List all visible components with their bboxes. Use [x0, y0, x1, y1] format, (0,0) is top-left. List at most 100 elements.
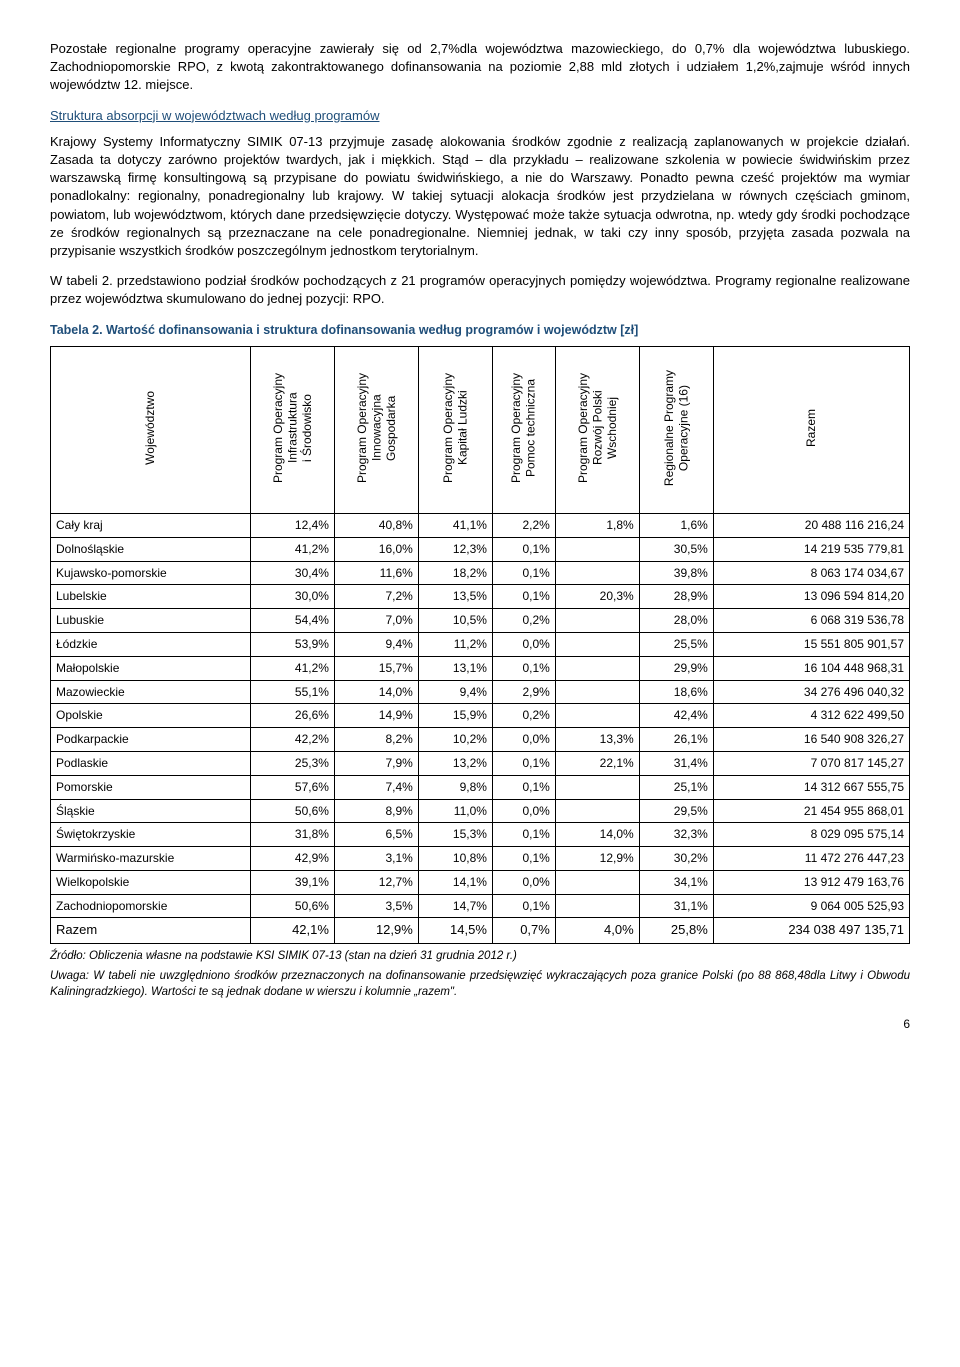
- table-cell: 15,3%: [418, 823, 492, 847]
- column-header: Program OperacyjnyPomoc techniczna: [492, 346, 555, 513]
- table-cell: 12,4%: [251, 513, 335, 537]
- table-cell: 1,6%: [639, 513, 713, 537]
- table-footnote-note: Uwaga: W tabeli nie uwzględniono środków…: [50, 968, 910, 1000]
- table-cell: 20,3%: [555, 585, 639, 609]
- table-cell: Podkarpackie: [51, 728, 251, 752]
- table-cell: Śląskie: [51, 799, 251, 823]
- table-cell: Małopolskie: [51, 656, 251, 680]
- table-cell: [555, 799, 639, 823]
- table-cell: 14 312 667 555,75: [713, 775, 909, 799]
- table-cell: 29,9%: [639, 656, 713, 680]
- table-cell: 55,1%: [251, 680, 335, 704]
- table-cell: [555, 680, 639, 704]
- table-cell: 14,0%: [555, 823, 639, 847]
- table-cell: 0,2%: [492, 704, 555, 728]
- table-cell: 13,3%: [555, 728, 639, 752]
- table-cell: 0,1%: [492, 585, 555, 609]
- table-cell: 15 551 805 901,57: [713, 632, 909, 656]
- table-cell: 9,4%: [418, 680, 492, 704]
- table-cell: 30,5%: [639, 537, 713, 561]
- table-cell: 16 104 448 968,31: [713, 656, 909, 680]
- table-cell: 15,7%: [334, 656, 418, 680]
- table-cell: 0,0%: [492, 728, 555, 752]
- table-cell: 7,0%: [334, 609, 418, 633]
- column-header: Program OperacyjnyInnowacyjnaGospodarka: [334, 346, 418, 513]
- table-cell: 14,7%: [418, 894, 492, 918]
- table-cell: Cały kraj: [51, 513, 251, 537]
- column-header: Województwo: [51, 346, 251, 513]
- table-cell: 0,1%: [492, 656, 555, 680]
- table-cell: 7 070 817 145,27: [713, 751, 909, 775]
- table-cell: Opolskie: [51, 704, 251, 728]
- section-subheading: Struktura absorpcji w województwach wedł…: [50, 107, 910, 125]
- table-cell: 14 219 535 779,81: [713, 537, 909, 561]
- table-cell: 0,1%: [492, 894, 555, 918]
- table-cell: 39,8%: [639, 561, 713, 585]
- table-row: Podkarpackie42,2%8,2%10,2%0,0%13,3%26,1%…: [51, 728, 910, 752]
- table-cell: 8,2%: [334, 728, 418, 752]
- table-row: Małopolskie41,2%15,7%13,1%0,1%29,9%16 10…: [51, 656, 910, 680]
- table-cell: 16,0%: [334, 537, 418, 561]
- table-cell: Mazowieckie: [51, 680, 251, 704]
- table-row: Zachodniopomorskie50,6%3,5%14,7%0,1%31,1…: [51, 894, 910, 918]
- table-cell: [555, 656, 639, 680]
- table-cell: 28,0%: [639, 609, 713, 633]
- table-cell: 25,8%: [639, 918, 713, 943]
- table-row: Wielkopolskie39,1%12,7%14,1%0,0%34,1%13 …: [51, 870, 910, 894]
- table-cell: 0,0%: [492, 632, 555, 656]
- table-cell: 10,5%: [418, 609, 492, 633]
- table-cell: 12,9%: [334, 918, 418, 943]
- table-cell: 12,7%: [334, 870, 418, 894]
- table-cell: 13 912 479 163,76: [713, 870, 909, 894]
- table-cell: 39,1%: [251, 870, 335, 894]
- table-cell: 2,9%: [492, 680, 555, 704]
- table-row: Łódzkie53,9%9,4%11,2%0,0%25,5%15 551 805…: [51, 632, 910, 656]
- table-cell: 34 276 496 040,32: [713, 680, 909, 704]
- table-row: Dolnośląskie41,2%16,0%12,3%0,1%30,5%14 2…: [51, 537, 910, 561]
- table-cell: 1,8%: [555, 513, 639, 537]
- table-cell: 57,6%: [251, 775, 335, 799]
- table-cell: 30,4%: [251, 561, 335, 585]
- table-cell: 14,5%: [418, 918, 492, 943]
- table-cell: 29,5%: [639, 799, 713, 823]
- table-cell: 0,1%: [492, 751, 555, 775]
- table-cell: 50,6%: [251, 799, 335, 823]
- table-cell: 11,0%: [418, 799, 492, 823]
- table-cell: 14,1%: [418, 870, 492, 894]
- table-cell: Pomorskie: [51, 775, 251, 799]
- table-cell: 4,0%: [555, 918, 639, 943]
- table-caption: Tabela 2. Wartość dofinansowania i struk…: [50, 322, 910, 340]
- table-cell: 13 096 594 814,20: [713, 585, 909, 609]
- table-cell: 42,1%: [251, 918, 335, 943]
- column-header: Program OperacyjnyRozwój PolskiWschodnie…: [555, 346, 639, 513]
- table-cell: 8 063 174 034,67: [713, 561, 909, 585]
- table-cell: [555, 704, 639, 728]
- table-cell: 10,8%: [418, 847, 492, 871]
- table-cell: 0,0%: [492, 799, 555, 823]
- table-cell: 0,1%: [492, 775, 555, 799]
- column-header: Program OperacyjnyKapitał Ludzki: [418, 346, 492, 513]
- table-cell: [555, 632, 639, 656]
- table-cell: 25,1%: [639, 775, 713, 799]
- table-cell: 25,5%: [639, 632, 713, 656]
- table-footnote-source: Źródło: Obliczenia własne na podstawie K…: [50, 948, 910, 964]
- table-cell: 15,9%: [418, 704, 492, 728]
- table-cell: Łódzkie: [51, 632, 251, 656]
- table-row: Pomorskie57,6%7,4%9,8%0,1% 25,1%14 312 66…: [51, 775, 910, 799]
- table-header: WojewództwoProgram OperacyjnyInfrastrukt…: [51, 346, 910, 513]
- table-cell: Razem: [51, 918, 251, 943]
- table-cell: 14,0%: [334, 680, 418, 704]
- table-cell: 53,9%: [251, 632, 335, 656]
- table-cell: 30,2%: [639, 847, 713, 871]
- table-cell: 34,1%: [639, 870, 713, 894]
- table-cell: 26,6%: [251, 704, 335, 728]
- table-cell: 7,4%: [334, 775, 418, 799]
- table-cell: Podlaskie: [51, 751, 251, 775]
- table-cell: Warmińsko-mazurskie: [51, 847, 251, 871]
- table-cell: 9,8%: [418, 775, 492, 799]
- table-cell: 30,0%: [251, 585, 335, 609]
- table-row: Cały kraj12,4%40,8%41,1%2,2%1,8%1,6%20 4…: [51, 513, 910, 537]
- table-cell: 18,6%: [639, 680, 713, 704]
- table-cell: 6,5%: [334, 823, 418, 847]
- paragraph-2: Krajowy Systemy Informatyczny SIMIK 07-1…: [50, 133, 910, 260]
